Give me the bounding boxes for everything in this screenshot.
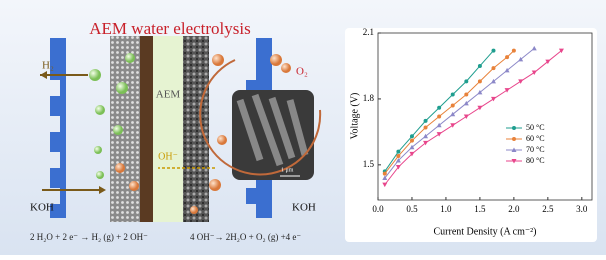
- marker: [505, 55, 509, 59]
- x-tick-label: 2.5: [542, 204, 554, 214]
- y-tick-label: 1.5: [363, 159, 375, 169]
- membrane-label: AEM: [156, 89, 181, 101]
- marker: [396, 150, 400, 154]
- marker: [464, 93, 468, 97]
- x-tick-label: 2.0: [508, 204, 520, 214]
- koh-right: KOH: [292, 202, 316, 214]
- y-axis-label: Voltage (V): [349, 93, 360, 140]
- marker: [478, 64, 482, 68]
- x-tick-label: 1.0: [440, 204, 452, 214]
- membrane: [153, 36, 183, 222]
- marker: [437, 106, 441, 110]
- marker: [410, 134, 414, 138]
- marker: [424, 119, 428, 123]
- x-tick-label: 1.5: [474, 204, 486, 214]
- x-tick-label: 3.0: [576, 204, 588, 214]
- legend-label: 60 °C: [526, 134, 545, 143]
- marker: [437, 115, 441, 119]
- marker: [410, 139, 414, 143]
- marker: [383, 172, 387, 176]
- x-tick-label: 0.0: [372, 204, 384, 214]
- ion-label: OH⁻: [158, 151, 178, 162]
- anode-equation: 4 OH⁻→ 2H₂O + O₂ (g) +4 e⁻: [190, 232, 301, 242]
- marker: [512, 49, 516, 53]
- legend-label: 50 °C: [526, 123, 545, 132]
- x-tick-label: 0.5: [406, 204, 418, 214]
- marker: [451, 93, 455, 97]
- marker: [478, 79, 482, 83]
- legend-marker: [512, 126, 516, 130]
- y-tick-label: 2.1: [363, 27, 374, 37]
- marker: [464, 79, 468, 83]
- anode-layer: [183, 36, 209, 222]
- legend-label: 70 °C: [526, 145, 545, 154]
- scale-label: 1 μm: [281, 167, 294, 173]
- legend-label: 80 °C: [526, 156, 545, 165]
- h2-label: H₂: [42, 60, 54, 72]
- marker: [491, 49, 495, 53]
- marker: [491, 66, 495, 70]
- cathode-gdl: [140, 36, 153, 222]
- y-tick-label: 1.8: [363, 93, 375, 103]
- diagram-title: AEM water electrolysis: [89, 19, 250, 38]
- cathode-equation: 2 H₂O + 2 e⁻ → H₂ (g) + 2 OH⁻: [30, 232, 148, 242]
- marker: [451, 104, 455, 108]
- legend-marker: [512, 137, 516, 141]
- o2-label: O₂: [296, 66, 308, 78]
- x-axis-label: Current Density (A cm⁻²): [434, 226, 537, 237]
- marker: [396, 154, 400, 158]
- figure: AEM water electrolysis H₂ O₂ AEM OH⁻ KOH…: [0, 0, 606, 255]
- koh-left: KOH: [30, 202, 54, 214]
- marker: [424, 125, 428, 129]
